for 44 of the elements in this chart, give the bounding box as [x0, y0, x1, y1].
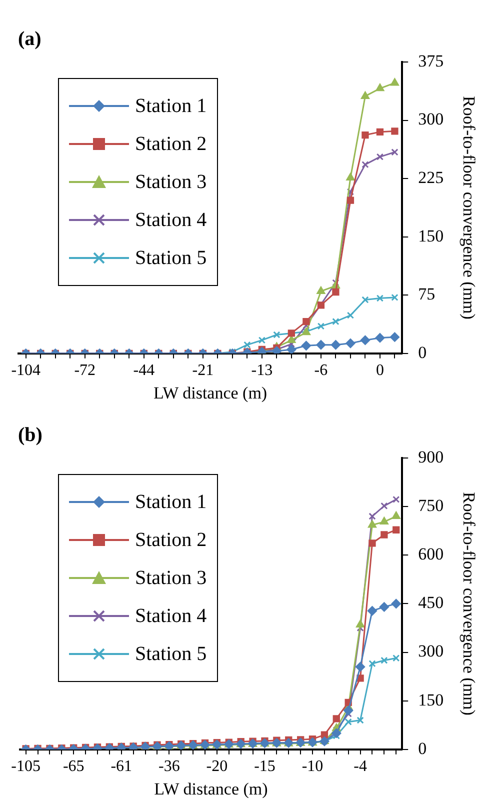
legend-label: Station 2 [135, 528, 207, 553]
y-axis-title: Roof-to-floor convergence (mm) [459, 492, 478, 716]
y-tick-label: 225 [418, 168, 444, 188]
x-tick-label: -10 [302, 758, 324, 776]
x-tick-label: -6 [314, 362, 328, 380]
legend-label: Station 2 [135, 132, 207, 157]
legend-label: Station 4 [135, 208, 207, 233]
legend-label: Station 4 [135, 604, 207, 629]
x-tick-label: -44 [133, 362, 155, 380]
x-tick-label: -21 [192, 362, 214, 380]
y-tick-label: 150 [418, 690, 444, 710]
y-tick-label: 300 [418, 110, 444, 129]
x-tick-label: -20 [206, 758, 228, 776]
x-tick-label: -61 [110, 758, 132, 776]
legend-label: Station 5 [135, 246, 207, 271]
y-tick-label: 375 [418, 51, 444, 70]
y-tick-label: 750 [418, 496, 444, 516]
x-tick-label: -72 [74, 362, 96, 380]
x-tick-label: -65 [62, 758, 84, 776]
y-tick-label: 0 [418, 342, 427, 362]
y-axis-title: Roof-to-floor convergence (mm) [459, 96, 478, 320]
y-tick-label: 300 [418, 642, 444, 661]
x-tick-label: -104 [11, 362, 41, 380]
x-axis-title: LW distance (m) [153, 383, 268, 402]
chart-title: (a) [18, 28, 42, 50]
x-tick-label: -15 [254, 758, 276, 776]
legend-label: Station 3 [135, 170, 207, 195]
x-tick-label: -4 [354, 758, 367, 776]
legend-label: Station 5 [135, 642, 207, 667]
legend-label: Station 3 [135, 566, 207, 591]
x-tick-label: -36 [158, 758, 180, 776]
y-tick-label: 0 [418, 738, 427, 758]
y-tick-label: 450 [418, 593, 444, 612]
x-tick-label: 0 [376, 362, 384, 380]
chart-title: (b) [18, 424, 42, 446]
y-tick-label: 75 [418, 284, 436, 304]
legend-label: Station 1 [135, 490, 207, 515]
x-axis-title: LW distance (m) [154, 779, 268, 798]
y-tick-label: 600 [418, 544, 444, 564]
x-tick-label: -105 [11, 758, 40, 776]
x-tick-label: -13 [251, 362, 273, 380]
y-tick-label: 150 [418, 226, 444, 246]
legend-label: Station 1 [135, 94, 207, 119]
y-tick-label: 900 [418, 447, 444, 466]
